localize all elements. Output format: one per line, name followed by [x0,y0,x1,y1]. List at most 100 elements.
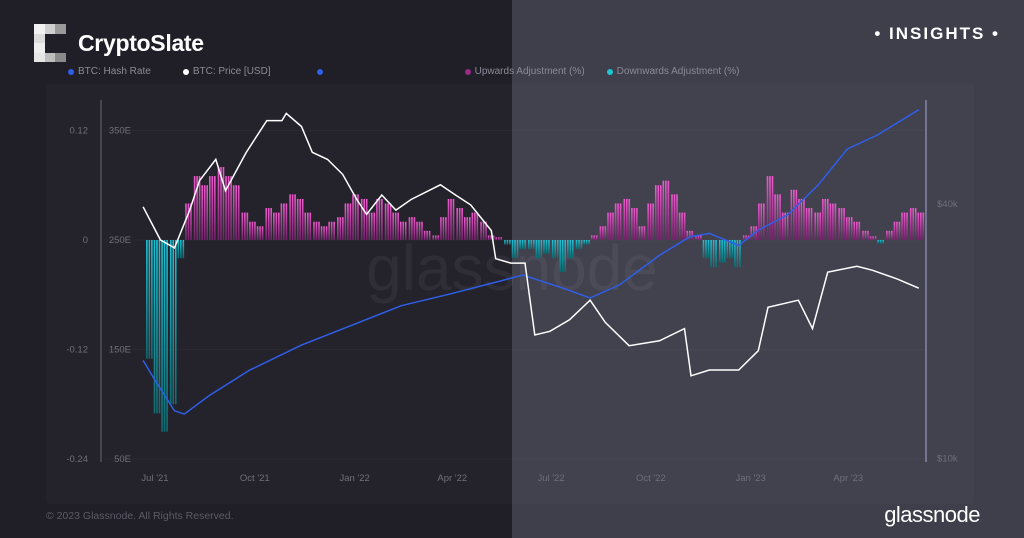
downwards-adjustment-bar [504,240,506,245]
upwards-adjustment-bar [683,212,686,240]
downwards-adjustment-bar [177,240,180,259]
upwards-adjustment-bar [220,167,222,240]
legend-item-hash-rate[interactable]: BTC: Hash Rate [68,66,151,77]
upwards-adjustment-bar [497,237,500,240]
upwards-adjustment-bar [440,217,442,240]
legend-dot-icon [182,68,189,75]
upwards-adjustment-bar [315,221,318,240]
downwards-adjustment-bar [567,240,569,259]
upwards-adjustment-bar [795,189,798,240]
upwards-adjustment-bar [190,203,192,240]
upwards-adjustment-bar [461,208,463,240]
upwards-adjustment-bar [294,194,296,240]
upwards-adjustment-bar [864,230,867,240]
upwards-adjustment-bar [681,212,683,240]
downwards-adjustment-bar [726,240,729,259]
upwards-adjustment-bar [633,208,636,240]
upwards-adjustment-bar [614,203,617,240]
chart-legend: BTC: Hash Rate BTC: Price [USD] Upwards … [68,66,757,77]
upwards-adjustment-bar [254,221,256,240]
upwards-adjustment-bar [641,226,643,240]
upwards-adjustment-bar [301,198,304,240]
upwards-adjustment-bar [755,226,758,240]
downwards-adjustment-bar [514,240,516,259]
x-tick: Jan '23 [735,473,765,484]
upwards-adjustment-bar [466,217,469,240]
downwards-adjustment-bar [572,240,574,259]
upwards-adjustment-bar [790,189,793,240]
downwards-adjustment-bar [729,240,731,259]
downwards-adjustment-bar [556,240,559,259]
upwards-adjustment-bar [251,221,254,240]
upwards-adjustment-bar [676,194,678,240]
upwards-adjustment-bar [697,235,700,240]
upwards-adjustment-bar [667,180,670,240]
legend-dot-icon [606,68,613,75]
legend-item-upwards[interactable]: Upwards Adjustment (%) [464,66,585,77]
upwards-adjustment-bar [423,230,426,240]
legend-item-hidden-series[interactable] [316,66,447,77]
downwards-adjustment-bar [156,240,158,414]
upwards-adjustment-bar [623,198,626,240]
upwards-adjustment-bar [328,221,330,240]
upwards-adjustment-bar [896,221,898,240]
downwards-adjustment-bar [151,240,153,359]
upwards-adjustment-bar [267,208,270,240]
upwards-adjustment-bar [888,230,891,240]
upwards-adjustment-bar [209,176,211,240]
upwards-adjustment-bar [318,221,320,240]
upwards-adjustment-bar [901,212,903,240]
upwards-adjustment-bar [471,212,474,240]
upwards-adjustment-bar [241,212,244,240]
downwards-adjustment-bar [723,240,726,263]
downwards-adjustment-bar [545,240,548,254]
upwards-adjustment-bar [638,226,641,240]
downwards-adjustment-bar [146,240,148,359]
upwards-adjustment-bar [612,212,614,240]
upwards-adjustment-bar [244,212,246,240]
legend-label: Downwards Adjustment (%) [616,66,740,77]
upwards-adjustment-bar [296,198,299,240]
upwards-adjustment-bar [853,221,856,240]
upwards-adjustment-bar [193,176,196,240]
upwards-adjustment-bar [313,221,315,240]
downwards-adjustment-bar [524,240,526,250]
upwards-adjustment-bar [349,203,352,240]
upwards-adjustment-bar [325,226,328,240]
downwards-adjustment-bar [575,240,578,250]
upwards-adjustment-bar [631,208,633,240]
upwards-adjustment-bar [458,208,461,240]
upwards-adjustment-bar [217,167,220,240]
downwards-adjustment-bar [559,240,562,272]
downwards-adjustment-bar [564,240,567,272]
upwards-adjustment-bar [285,203,288,240]
legend-item-downwards[interactable]: Downwards Adjustment (%) [606,66,740,77]
y-tick-adjustment: -0.12 [66,345,88,356]
upwards-adjustment-bar [198,176,201,240]
brand-name: CryptoSlate [78,29,204,56]
upwards-adjustment-bar [232,185,235,240]
upwards-adjustment-bar [299,198,301,240]
upwards-adjustment-bar [604,226,607,240]
y-tick-price: $40k [937,199,958,210]
upwards-adjustment-bar [373,212,376,240]
upwards-adjustment-bar [389,203,392,240]
upwards-adjustment-bar [384,203,387,240]
upwards-adjustment-bar [700,235,702,240]
x-tick: Jan '22 [339,473,369,484]
upwards-adjustment-bar [793,189,795,240]
downwards-adjustment-bar [554,240,556,259]
upwards-adjustment-bar [347,203,349,240]
upwards-adjustment-bar [784,212,786,240]
downwards-adjustment-bar [588,240,590,245]
upwards-adjustment-bar [402,221,405,240]
upwards-adjustment-bar [914,208,917,240]
upwards-adjustment-bar [827,198,829,240]
upwards-adjustment-bar [352,194,354,240]
legend-item-price[interactable]: BTC: Price [USD] [182,66,271,77]
upwards-adjustment-bar [363,198,366,240]
upwards-adjustment-bar [808,208,810,240]
upwards-adjustment-bar [781,212,784,240]
downwards-adjustment-bar [710,240,712,268]
